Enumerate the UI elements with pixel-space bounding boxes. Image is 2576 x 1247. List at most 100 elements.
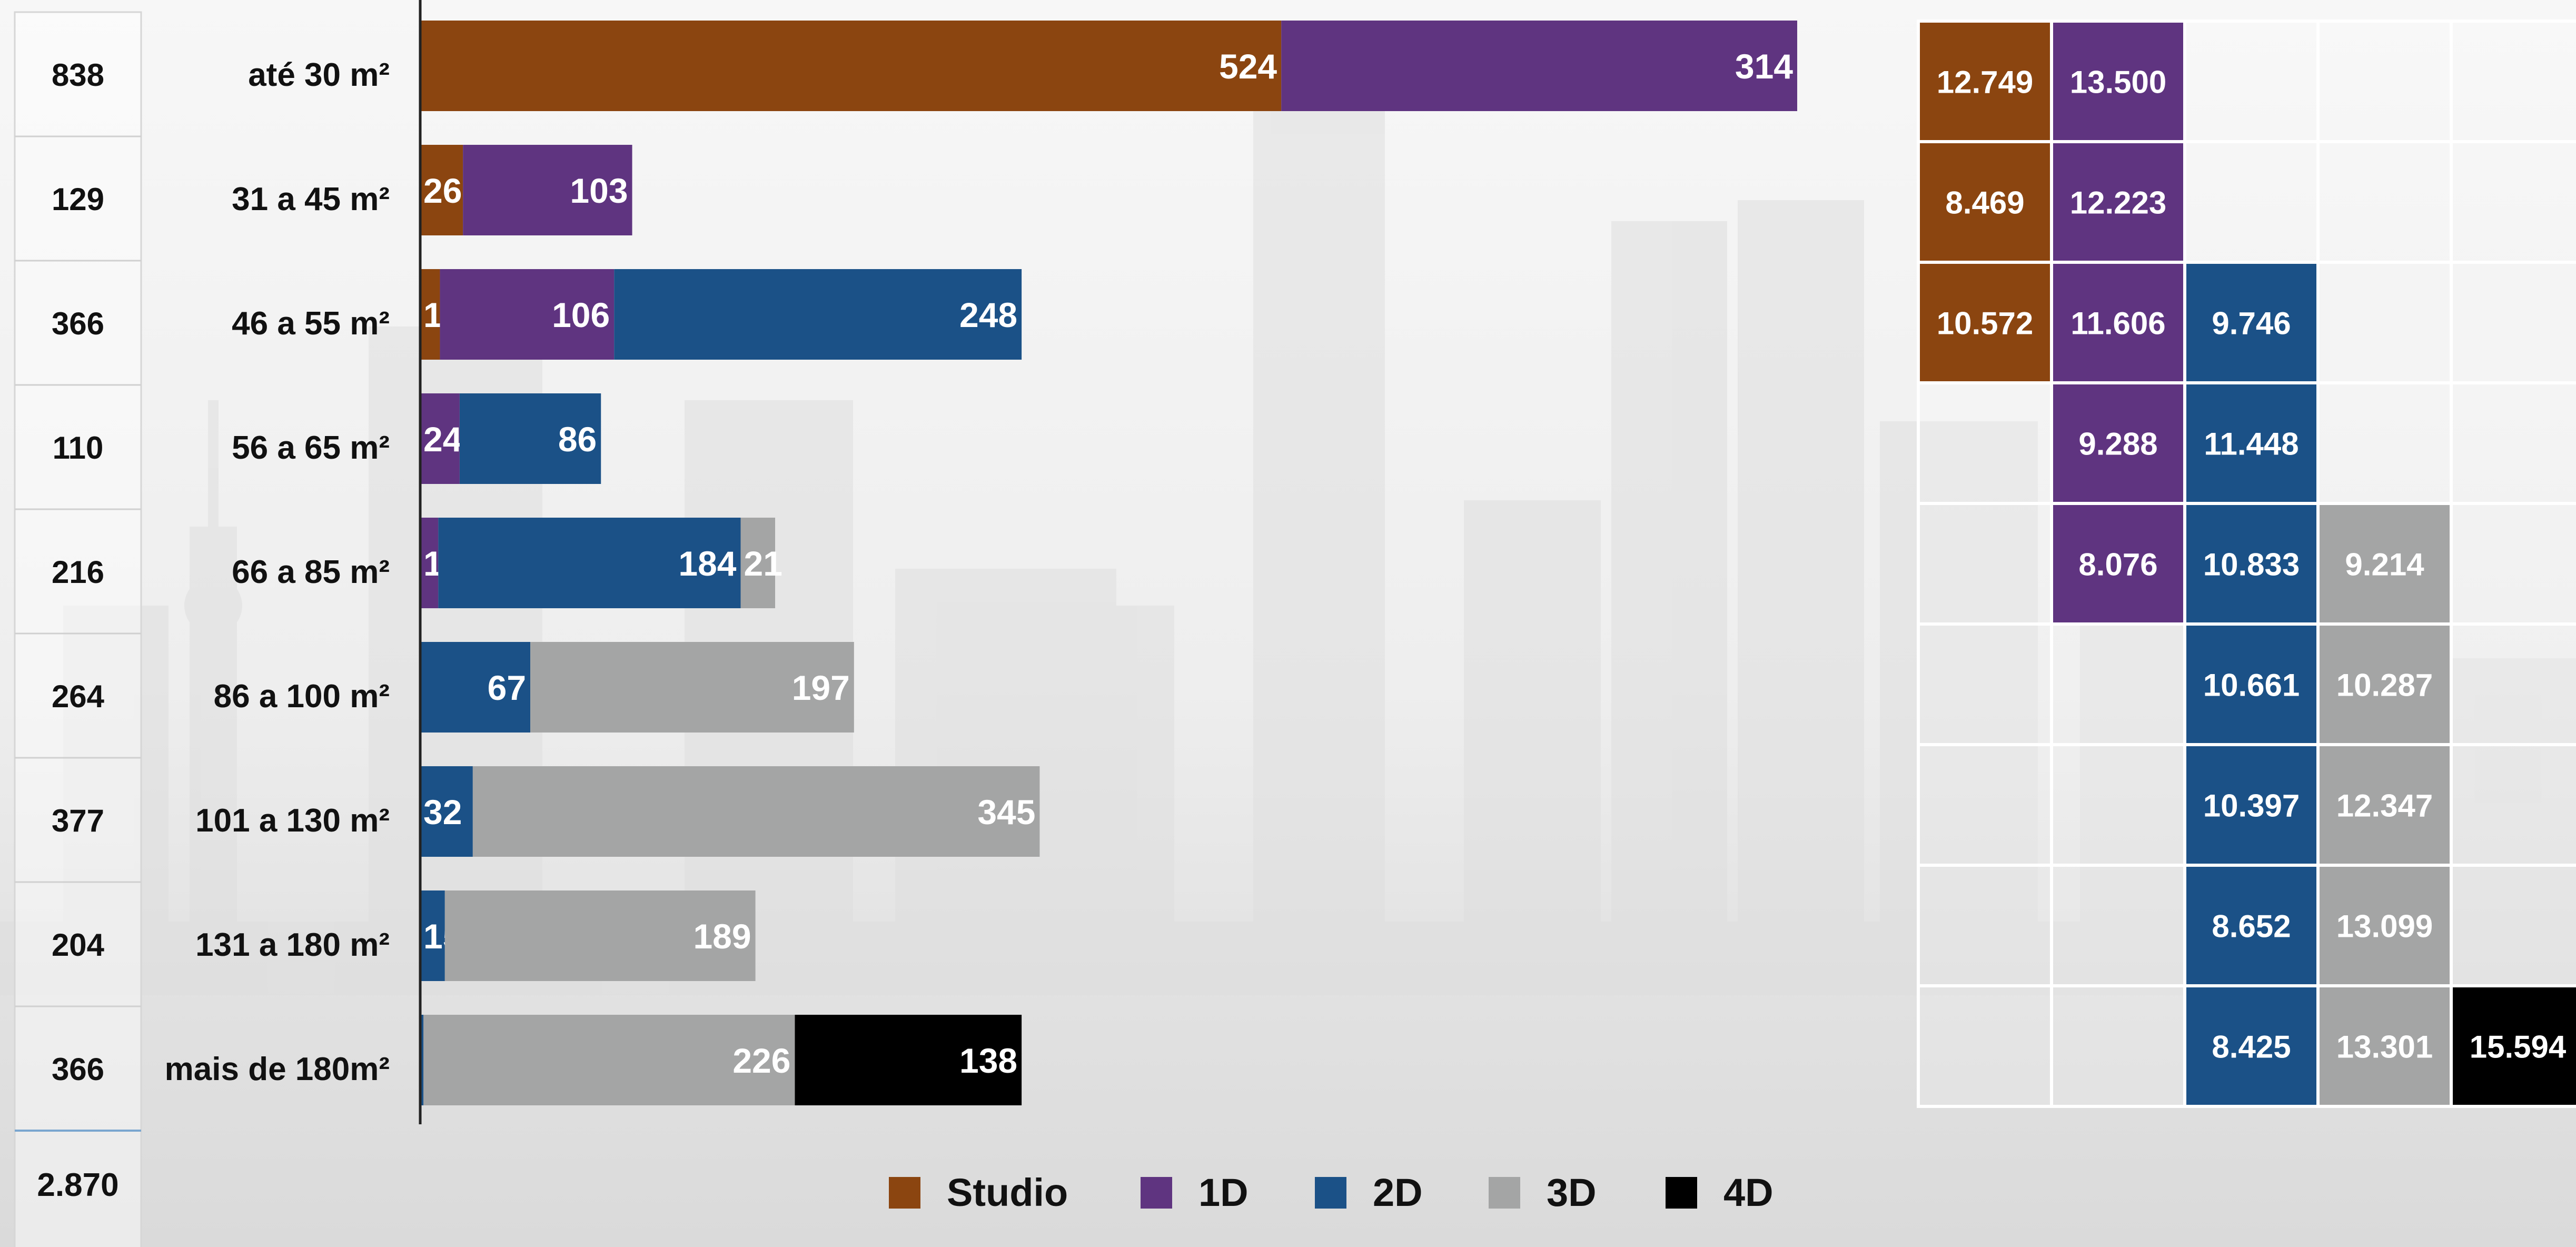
price-table-cell <box>2183 381 2320 505</box>
price-table-value: 9.288 <box>2078 427 2157 462</box>
bar-value-label: 24 <box>423 420 462 459</box>
legend-label: 2D <box>1373 1171 1423 1214</box>
price-table-cell <box>2050 140 2186 264</box>
category-label: 131 a 180 m² <box>195 927 390 963</box>
price-table-cell <box>1917 19 2053 143</box>
bar-value-label: 189 <box>693 917 751 956</box>
bar-value-label: 67 <box>488 668 526 707</box>
legend-swatch <box>1315 1177 1346 1209</box>
row-total-label: 110 <box>53 430 104 466</box>
price-table-value: 13.500 <box>2070 65 2167 100</box>
bar-value-label: 103 <box>570 171 628 210</box>
legend-label: Studio <box>947 1171 1068 1214</box>
price-table-cell <box>2183 864 2320 987</box>
price-table-value: 15.594 <box>2470 1030 2567 1065</box>
category-label: 86 a 100 m² <box>214 678 390 715</box>
price-table-cell <box>2450 984 2576 1108</box>
price-table-value: 10.397 <box>2203 788 2300 824</box>
bar-segment <box>440 269 615 360</box>
price-table-cell <box>2183 743 2320 867</box>
price-table-cell <box>2316 984 2453 1108</box>
bar-value-label: 32 <box>423 793 462 832</box>
category-label: 56 a 65 m² <box>232 430 390 466</box>
bar-segment <box>444 890 756 981</box>
totals-column <box>14 11 142 1247</box>
category-label: 46 a 55 m² <box>232 305 390 342</box>
legend-label: 1D <box>1198 1171 1249 1214</box>
bar-segment <box>463 145 632 235</box>
legend-swatch <box>1141 1177 1172 1209</box>
price-table-value: 13.099 <box>2336 909 2433 944</box>
bar-segment <box>740 518 776 608</box>
price-table-cell <box>2316 502 2453 626</box>
price-table-value: 12.223 <box>2070 185 2167 221</box>
category-label: mais de 180m² <box>165 1051 390 1087</box>
price-table-value: 8.076 <box>2078 547 2157 582</box>
bar-segment <box>530 642 854 733</box>
bar-segment <box>423 1015 795 1105</box>
legend-swatch <box>889 1177 920 1209</box>
bar-segment <box>614 269 1022 360</box>
price-table-value: 8.652 <box>2212 909 2291 944</box>
bar-value-label: 86 <box>558 420 597 459</box>
price-table-value: 10.572 <box>1937 306 2034 341</box>
bar-value-label: 524 <box>1219 47 1277 86</box>
bar-value-label: 226 <box>732 1041 790 1080</box>
row-total-label: 366 <box>52 1052 104 1087</box>
price-table-value: 8.425 <box>2212 1030 2291 1065</box>
bar-segment <box>795 1015 1022 1105</box>
row-total-label: 366 <box>52 306 104 341</box>
price-table-value: 12.749 <box>1937 65 2034 100</box>
bar-segment <box>472 766 1040 857</box>
price-table-value: 11.606 <box>2070 306 2165 341</box>
row-total-label: 216 <box>52 555 104 590</box>
price-table-value: 10.287 <box>2336 668 2433 703</box>
price-table-cell <box>2316 622 2453 746</box>
price-table-value: 8.469 <box>1945 185 2024 221</box>
row-total-label: 204 <box>52 927 105 963</box>
price-table-cell <box>2316 743 2453 867</box>
bar-value-label: 21 <box>744 544 782 583</box>
bar-segment <box>420 518 439 608</box>
bar-value-label: 26 <box>423 171 462 210</box>
price-table-value: 13.301 <box>2336 1030 2433 1065</box>
category-label: 101 a 130 m² <box>195 803 390 839</box>
bar-segment <box>459 393 601 484</box>
price-table-value: 12.347 <box>2336 788 2433 824</box>
row-total-label: 377 <box>52 803 104 838</box>
bar-value-label: 138 <box>959 1041 1017 1080</box>
price-table-value: 9.746 <box>2212 306 2291 341</box>
row-total-label: 264 <box>52 679 105 714</box>
price-table-cell <box>2183 502 2320 626</box>
legend-label: 4D <box>1723 1171 1774 1214</box>
price-table-value: 11.448 <box>2204 427 2298 462</box>
price-table-value: 9.214 <box>2345 547 2424 582</box>
grand-total-label: 2.870 <box>37 1167 118 1203</box>
bar-segment <box>420 1015 424 1105</box>
bar-segment <box>420 393 460 484</box>
bar-value-label: 314 <box>1735 47 1793 86</box>
price-table-value: 10.661 <box>2203 668 2300 703</box>
bar-segment <box>420 766 473 857</box>
price-table-cell <box>2050 502 2186 626</box>
bar-value-label: 197 <box>792 668 850 707</box>
bar-segment <box>438 518 741 608</box>
legend-swatch <box>1489 1177 1520 1209</box>
bar-segment <box>420 269 440 360</box>
category-label: até 30 m² <box>248 57 390 93</box>
price-table-value: 10.833 <box>2203 547 2300 582</box>
bar-segment <box>420 642 531 733</box>
price-table-cell <box>1917 261 2053 384</box>
row-total-label: 129 <box>52 182 104 217</box>
bar-segment <box>1281 21 1797 111</box>
price-table-cell <box>2050 381 2186 505</box>
row-total-label: 838 <box>52 57 104 93</box>
bar-value-label: 248 <box>959 295 1017 334</box>
category-label: 66 a 85 m² <box>232 554 390 590</box>
bar-segment <box>420 890 445 981</box>
legend-swatch <box>1666 1177 1697 1209</box>
legend-label: 3D <box>1547 1171 1597 1214</box>
price-table-cell <box>2050 19 2186 143</box>
bar-segment <box>420 145 463 235</box>
